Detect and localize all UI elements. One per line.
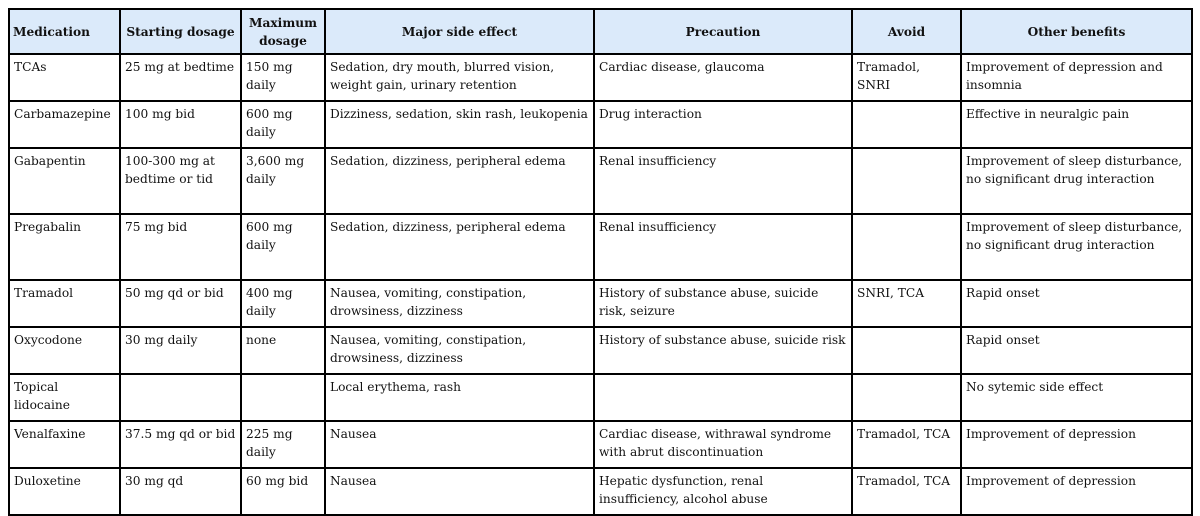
table-row: Duloxetine 30 mg qd 60 mg bid Nausea Hepatic… (8, 467, 1193, 516)
cell-other-benefits: Effective in neuralgic pain (960, 100, 1193, 149)
cell-starting-dosage: 75 mg bid (119, 213, 242, 281)
cell-avoid (851, 100, 962, 149)
cell-medication: Carbamazepine (8, 100, 121, 149)
cell-maximum-dosage: 3,600 mg daily (240, 147, 326, 215)
cell-precaution: Drug interaction (593, 100, 853, 149)
header-row: Medication Starting dosage Maximum dosage M… (8, 8, 1193, 55)
cell-avoid (851, 147, 962, 215)
cell-avoid: Tramadol, TCA (851, 420, 962, 469)
cell-avoid (851, 373, 962, 422)
cell-precaution: History of substance abuse, suicide risk (593, 326, 853, 375)
cell-major-side-effect: Sedation, dizziness, peripheral edema (324, 213, 595, 281)
cell-maximum-dosage: none (240, 326, 326, 375)
cell-major-side-effect: Nausea (324, 467, 595, 516)
cell-other-benefits: Improvement of depression (960, 467, 1193, 516)
cell-precaution: Renal insufficiency (593, 213, 853, 281)
table-row: TCAs 25 mg at bedtime 150 mg daily Sedation… (8, 53, 1193, 102)
cell-other-benefits: Improvement of sleep disturbance, no sig… (960, 147, 1193, 215)
cell-medication: Gabapentin (8, 147, 121, 215)
cell-precaution: History of substance abuse, suicide risk… (593, 279, 853, 328)
cell-avoid (851, 326, 962, 375)
cell-medication: Pregabalin (8, 213, 121, 281)
cell-maximum-dosage: 150 mg daily (240, 53, 326, 102)
cell-maximum-dosage: 600 mg daily (240, 100, 326, 149)
cell-avoid (851, 213, 962, 281)
cell-other-benefits: Improvement of depression and insomnia (960, 53, 1193, 102)
table-row: Tramadol 50 mg qd or bid 400 mg daily Nause… (8, 279, 1193, 328)
cell-precaution: Cardiac disease, withrawal syndrome with… (593, 420, 853, 469)
header-maximum-dosage: Maximum dosage (240, 8, 326, 55)
cell-medication: Venalfaxine (8, 420, 121, 469)
cell-precaution (593, 373, 853, 422)
cell-starting-dosage: 25 mg at bedtime (119, 53, 242, 102)
header-starting-dosage: Starting dosage (119, 8, 242, 55)
table-row: Gabapentin 100-300 mg at bedtime or tid 3,… (8, 147, 1193, 215)
cell-other-benefits: Rapid onset (960, 326, 1193, 375)
cell-precaution: Hepatic dysfunction, renal insufficiency… (593, 467, 853, 516)
header-other-benefits: Other benefits (960, 8, 1193, 55)
cell-starting-dosage: 100 mg bid (119, 100, 242, 149)
header-medication: Medication (8, 8, 121, 55)
cell-medication: Oxycodone (8, 326, 121, 375)
cell-medication: Topical lidocaine (8, 373, 121, 422)
cell-maximum-dosage: 60 mg bid (240, 467, 326, 516)
cell-maximum-dosage (240, 373, 326, 422)
cell-major-side-effect: Local erythema, rash (324, 373, 595, 422)
cell-maximum-dosage: 400 mg daily (240, 279, 326, 328)
cell-major-side-effect: Nausea, vomiting, constipation, drowsine… (324, 326, 595, 375)
cell-medication: Duloxetine (8, 467, 121, 516)
cell-avoid: Tramadol, TCA (851, 467, 962, 516)
cell-major-side-effect: Sedation, dry mouth, blurred vision, wei… (324, 53, 595, 102)
cell-major-side-effect: Nausea, vomiting, constipation, drowsine… (324, 279, 595, 328)
cell-avoid: Tramadol, SNRI (851, 53, 962, 102)
cell-other-benefits: Improvement of depression (960, 420, 1193, 469)
cell-medication: Tramadol (8, 279, 121, 328)
cell-maximum-dosage: 600 mg daily (240, 213, 326, 281)
cell-starting-dosage: 37.5 mg qd or bid (119, 420, 242, 469)
cell-precaution: Renal insufficiency (593, 147, 853, 215)
cell-major-side-effect: Dizziness, sedation, skin rash, leukopen… (324, 100, 595, 149)
cell-other-benefits: No sytemic side effect (960, 373, 1193, 422)
cell-starting-dosage (119, 373, 242, 422)
table-row: Pregabalin 75 mg bid 600 mg daily Sedation,… (8, 213, 1193, 281)
cell-medication: TCAs (8, 53, 121, 102)
medication-table: Medication Starting dosage Maximum dosage M… (8, 8, 1193, 516)
cell-avoid: SNRI, TCA (851, 279, 962, 328)
cell-starting-dosage: 100-300 mg at bedtime or tid (119, 147, 242, 215)
table-row: Oxycodone 30 mg daily none Nausea, vomiting… (8, 326, 1193, 375)
cell-starting-dosage: 30 mg daily (119, 326, 242, 375)
cell-precaution: Cardiac disease, glaucoma (593, 53, 853, 102)
cell-other-benefits: Rapid onset (960, 279, 1193, 328)
cell-starting-dosage: 50 mg qd or bid (119, 279, 242, 328)
table-row: Topical lidocaine Local erythema, rash No … (8, 373, 1193, 422)
cell-major-side-effect: Sedation, dizziness, peripheral edema (324, 147, 595, 215)
header-major-side-effect: Major side effect (324, 8, 595, 55)
table-row: Carbamazepine 100 mg bid 600 mg daily Dizzi… (8, 100, 1193, 149)
cell-other-benefits: Improvement of sleep disturbance, no sig… (960, 213, 1193, 281)
header-precaution: Precaution (593, 8, 853, 55)
cell-maximum-dosage: 225 mg daily (240, 420, 326, 469)
cell-starting-dosage: 30 mg qd (119, 467, 242, 516)
cell-major-side-effect: Nausea (324, 420, 595, 469)
table-row: Venalfaxine 37.5 mg qd or bid 225 mg daily… (8, 420, 1193, 469)
header-avoid: Avoid (851, 8, 962, 55)
